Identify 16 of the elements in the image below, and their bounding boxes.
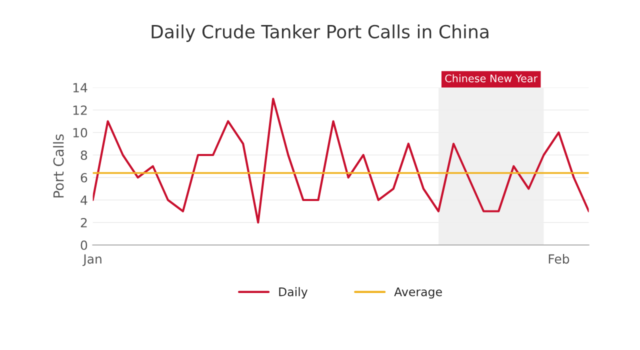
- y-tick-label: 12: [73, 105, 87, 115]
- y-tick-label: 10: [73, 128, 88, 138]
- y-tick-label: 6: [80, 172, 88, 182]
- y-tick-label: 14: [73, 83, 88, 92]
- y-tick-label: 0: [80, 240, 88, 250]
- line-series: [92, 98, 589, 224]
- y-tick-label: 4: [80, 196, 88, 205]
- x-tick-label: Feb: [548, 254, 570, 264]
- legend-label: Average: [394, 287, 442, 299]
- y-axis-title: Port Calls: [53, 134, 64, 198]
- x-tick-label: Jan: [82, 254, 102, 266]
- y-tick-label: 2: [80, 218, 87, 228]
- y-tick-label: 8: [80, 150, 88, 160]
- band-label: Chinese New Year: [445, 74, 538, 82]
- legend-label: Daily: [279, 287, 308, 299]
- chart-title: Daily Crude Tanker Port Calls in China: [152, 24, 488, 42]
